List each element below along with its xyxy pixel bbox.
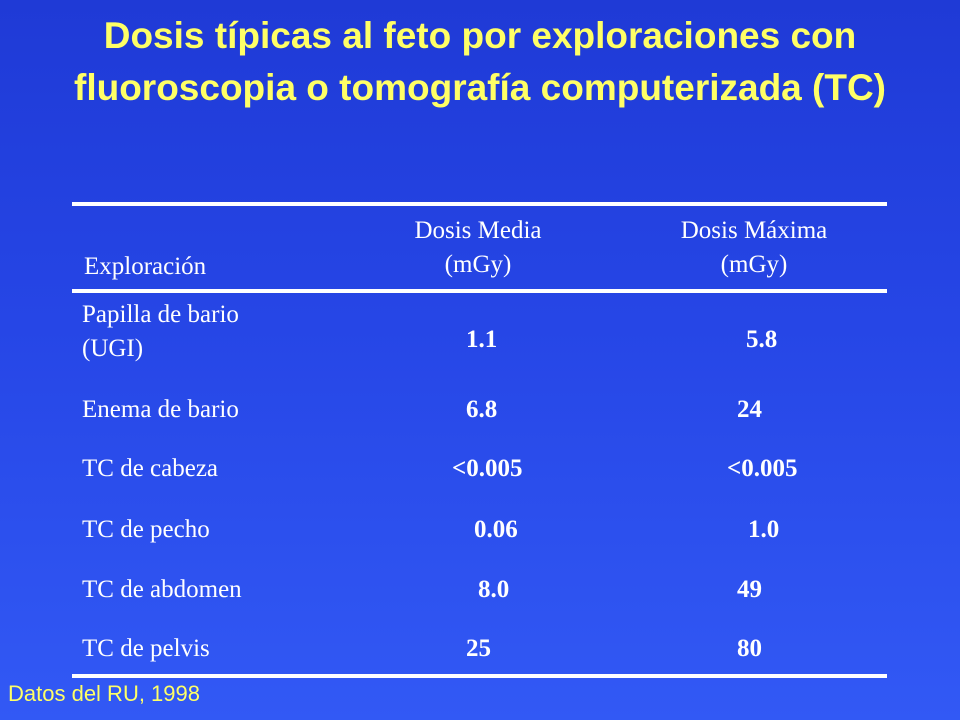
row-label-papilla-line1: Papilla de bario (82, 301, 239, 328)
row-label-pelvis: TC de pelvis (82, 635, 210, 662)
table-header-rule (72, 289, 887, 293)
header-dosis-media: Dosis Media (mGy) (360, 214, 596, 282)
header-dosis-maxima-line1: Dosis Máxima (680, 217, 828, 244)
header-dosis-media-unit: (mGy) (444, 251, 512, 278)
header-dosis-maxima-unit: (mGy) (720, 251, 788, 278)
table-top-rule (72, 202, 887, 206)
source-footnote: Datos del RU, 1998 (8, 681, 200, 706)
row-media-abdomen: 8.0 (478, 576, 510, 603)
row-media-cabeza: <0.005 (452, 455, 523, 482)
row-label-papilla: Papilla de bario (UGI) (82, 298, 239, 366)
row-label-abdomen: TC de abdomen (82, 576, 242, 603)
row-label-pecho: TC de pecho (82, 516, 210, 543)
row-label-papilla-line2: (UGI) (82, 335, 144, 362)
row-maxima-enema: 24 (737, 396, 762, 423)
header-exploracion: Exploración (84, 253, 207, 280)
row-label-enema: Enema de bario (82, 396, 239, 423)
header-dosis-media-line1: Dosis Media (414, 217, 542, 244)
slide-title: Dosis típicas al feto por exploraciones … (74, 15, 886, 108)
row-media-papilla: 1.1 (466, 326, 498, 353)
row-maxima-pelvis: 80 (737, 635, 762, 662)
header-dosis-maxima: Dosis Máxima (mGy) (636, 214, 872, 282)
row-label-cabeza: TC de cabeza (82, 455, 219, 482)
row-maxima-papilla: 5.8 (746, 326, 778, 353)
row-maxima-abdomen: 49 (737, 576, 762, 603)
row-media-pecho: 0.06 (474, 516, 518, 543)
row-media-pelvis: 25 (466, 635, 491, 662)
row-maxima-pecho: 1.0 (748, 516, 780, 543)
row-maxima-cabeza: <0.005 (727, 455, 798, 482)
row-media-enema: 6.8 (466, 396, 498, 423)
table-bottom-rule (72, 674, 887, 678)
